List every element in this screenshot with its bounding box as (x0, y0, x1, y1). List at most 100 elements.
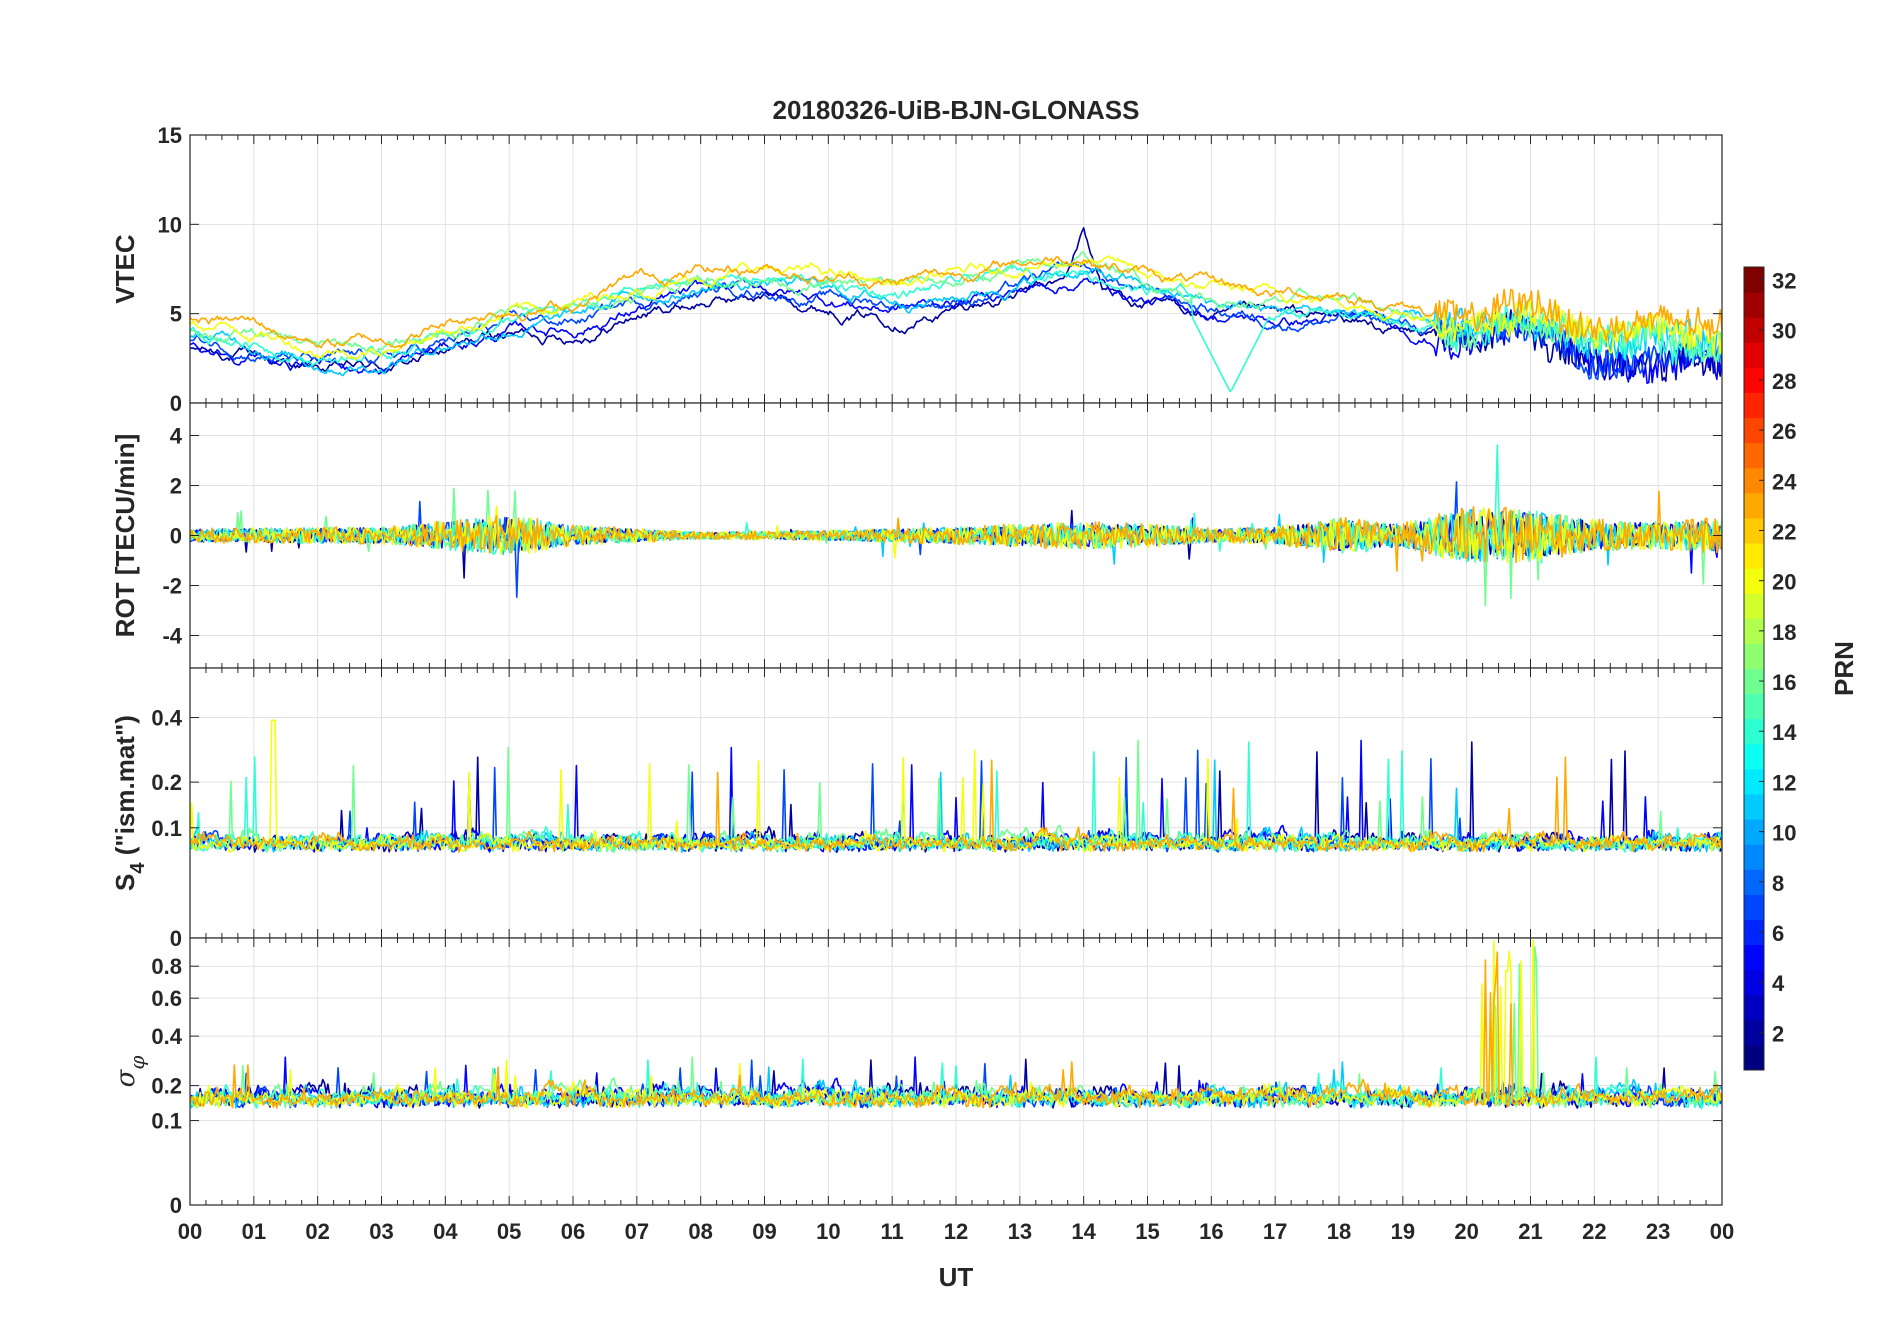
colorbar-segment (1744, 919, 1764, 946)
colorbar-frame (1743, 266, 1765, 1071)
x-tick-label: 12 (944, 1219, 968, 1244)
x-tick-label: 00 (178, 1219, 202, 1244)
x-tick-label: 06 (561, 1219, 585, 1244)
colorbar-segment (1744, 643, 1764, 669)
colorbar-segment (1744, 693, 1764, 720)
y-tick-label-rot: -4 (162, 624, 182, 649)
colorbar-segment (1744, 894, 1764, 920)
x-tick-label: 02 (305, 1219, 329, 1244)
colorbar-segment (1744, 743, 1764, 770)
x-tick-label: 21 (1518, 1219, 1542, 1244)
colorbar-tick-label: 22 (1772, 519, 1796, 544)
colorbar-segment (1744, 869, 1764, 895)
colorbar-segment (1744, 819, 1764, 845)
colorbar-segment (1744, 969, 1764, 996)
y-tick-label-sigma: 0.8 (151, 954, 182, 979)
colorbar-segment (1744, 944, 1764, 971)
colorbar-tick-label: 2 (1772, 1021, 1784, 1046)
x-tick-label: 19 (1391, 1219, 1415, 1244)
y-axis-label-main: σ (111, 1068, 141, 1087)
x-tick-label: 05 (497, 1219, 521, 1244)
x-tick-label: 15 (1135, 1219, 1159, 1244)
colorbar-tick-label: 6 (1772, 921, 1784, 946)
y-tick-label-vtec: 5 (170, 302, 182, 327)
colorbar-tick-label: 4 (1772, 971, 1785, 996)
panel-s4: 00.10.20.4S4 ("ism.mat") (110, 667, 1723, 951)
colorbar-segment (1744, 568, 1764, 594)
y-tick-label-vtec: 15 (158, 123, 182, 148)
y-tick-label-sigma: 0 (170, 1193, 182, 1218)
ticks-s4 (189, 668, 1723, 939)
x-axis-label: UT (939, 1262, 974, 1292)
y-tick-label-vtec: 10 (158, 212, 182, 237)
y-axis-label-main: S (110, 874, 140, 891)
colorbar-label: PRN (1829, 641, 1859, 696)
colorbar-tick-label: 26 (1772, 419, 1796, 444)
colorbar-tick-label: 12 (1772, 770, 1796, 795)
colorbar-segment (1744, 467, 1764, 494)
series-sigma (190, 939, 1722, 1110)
y-tick-label-rot: 4 (170, 424, 183, 449)
series-line-prn-23 (190, 951, 1722, 1109)
ticks-rot (189, 403, 1723, 668)
series-line-prn-7 (190, 261, 1722, 381)
x-tick-label: 18 (1327, 1219, 1351, 1244)
y-tick-label-sigma: 0.4 (151, 1024, 182, 1049)
colorbar-segment (1744, 267, 1764, 293)
y-tick-label-rot: -2 (162, 574, 182, 599)
x-tick-label: 22 (1582, 1219, 1606, 1244)
colorbar-segment (1744, 317, 1764, 343)
y-tick-label-s4: 0 (170, 926, 182, 951)
x-tick-label: 00 (1710, 1219, 1734, 1244)
x-tick-label: 10 (816, 1219, 840, 1244)
series-line-prn-16 (190, 251, 1722, 362)
colorbar-segment (1744, 543, 1764, 569)
ticks-sigma (189, 938, 1723, 1206)
colorbar-segment (1744, 768, 1764, 795)
y-axis-label-sigma: σφ (111, 1056, 149, 1088)
x-tick-label: 09 (752, 1219, 776, 1244)
series-line-prn-16 (190, 487, 1722, 607)
colorbar-segment (1744, 718, 1764, 745)
y-tick-label-s4: 0.1 (151, 816, 182, 841)
ticks-vtec (189, 134, 1723, 404)
y-axis-label-rot: ROT [TECU/min] (110, 434, 140, 638)
series-line-prn-23 (190, 490, 1722, 572)
series-line-prn-20 (190, 255, 1722, 360)
colorbar-tick-label: 20 (1772, 570, 1796, 595)
colorbar-segment (1744, 844, 1764, 870)
series-line-prn-5 (190, 277, 1722, 385)
x-tick-label: 20 (1454, 1219, 1478, 1244)
colorbar-tick-label: 30 (1772, 319, 1796, 344)
colorbar-segment (1744, 392, 1764, 419)
series-vtec (190, 227, 1722, 393)
colorbar-segment (1744, 593, 1764, 619)
x-tick-label: 23 (1646, 1219, 1670, 1244)
colorbar-segment (1744, 1044, 1764, 1071)
x-tick-label: 07 (625, 1219, 649, 1244)
series-rot (190, 444, 1722, 607)
series-s4 (190, 719, 1722, 854)
colorbar-segment (1744, 442, 1764, 469)
y-tick-label-s4: 0.2 (151, 770, 182, 795)
y-tick-label-sigma: 0.2 (151, 1074, 182, 1099)
colorbar-segment (1744, 492, 1764, 519)
colorbar-tick-label: 18 (1772, 620, 1796, 645)
y-tick-label-sigma: 0.6 (151, 986, 182, 1011)
x-tick-label: 14 (1071, 1219, 1096, 1244)
y-axis-label-s4: S4 ("ism.mat") (110, 715, 149, 891)
colorbar-segment (1744, 417, 1764, 444)
colorbar-segment (1744, 793, 1764, 820)
y-tick-label-sigma: 0.1 (151, 1109, 182, 1134)
x-tick-label: 16 (1199, 1219, 1223, 1244)
x-tick-label: 11 (881, 1219, 904, 1244)
colorbar-segment (1744, 367, 1764, 393)
panel-vtec: 0 5 10 15 VTEC (110, 123, 1723, 416)
chart-title: 20180326-UiB-BJN-GLONASS (772, 95, 1139, 125)
panel-sigma: 0 0.1 0.2 0.4 0.6 0.8 σφ (111, 937, 1723, 1218)
x-tick-label: 17 (1263, 1219, 1287, 1244)
y-tick-label-rot: 2 (170, 474, 182, 499)
y-axis-label-subscript: φ (125, 1056, 149, 1070)
